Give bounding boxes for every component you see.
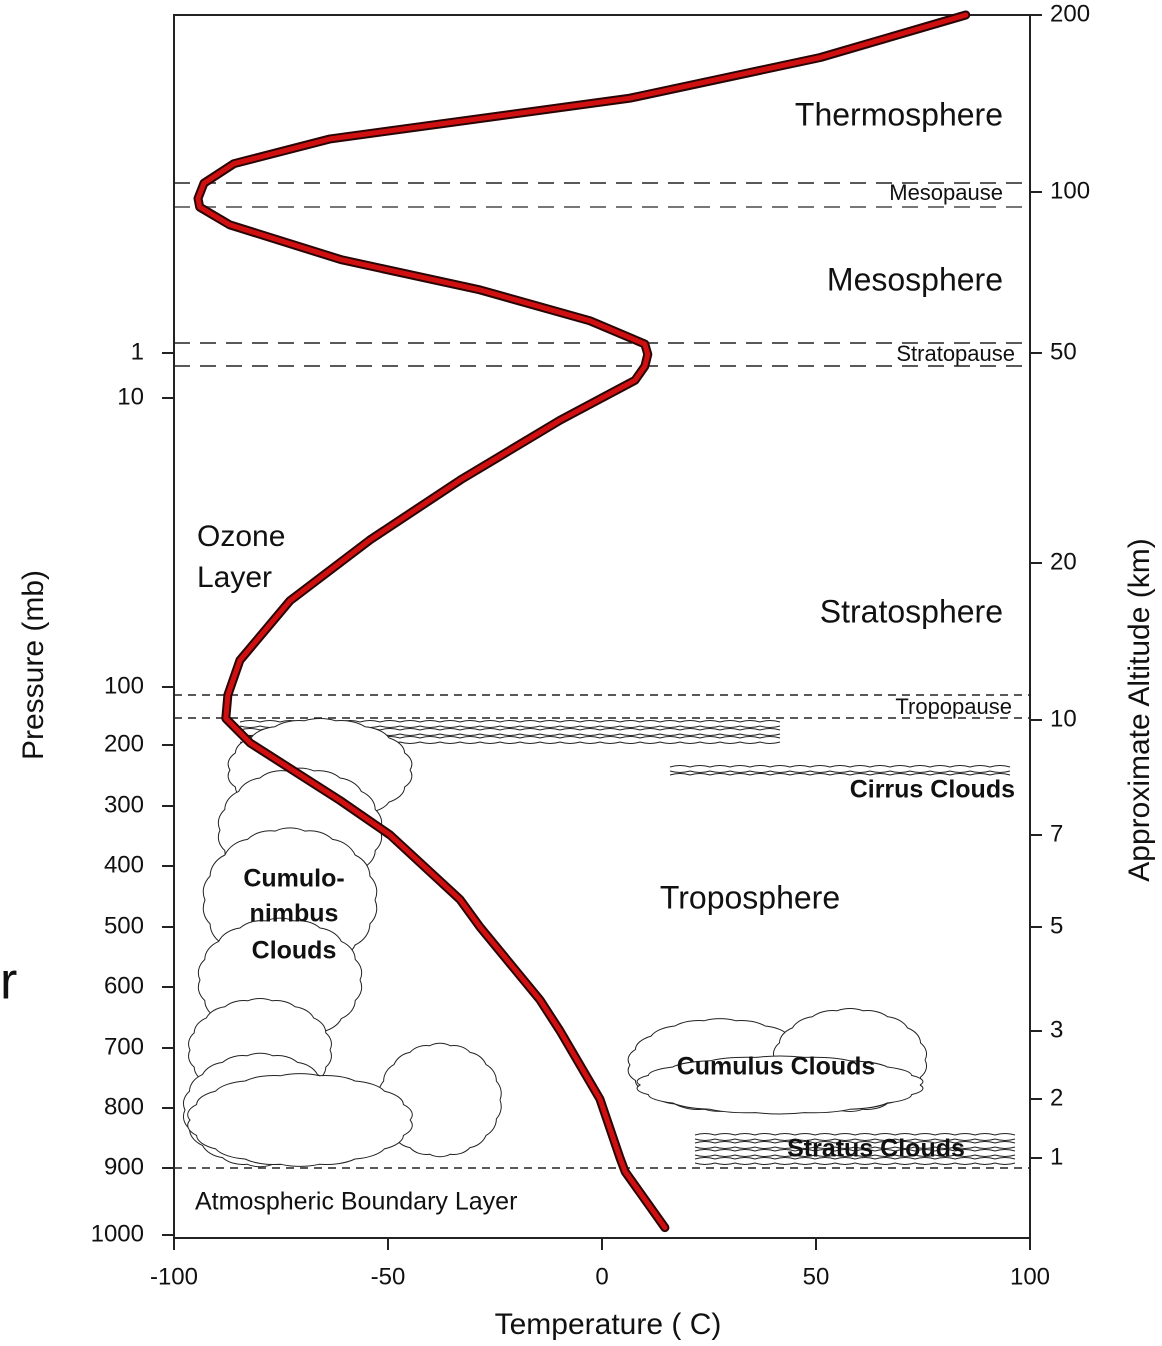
y2-tick-label: 5 — [1050, 912, 1063, 939]
annotation: Clouds — [252, 937, 337, 965]
annotation: Cumulus Clouds — [677, 1053, 876, 1081]
y-tick-label: 700 — [104, 1033, 144, 1060]
y2-tick-label: 1 — [1050, 1143, 1063, 1170]
y-axis-title: Pressure (mb) — [17, 570, 50, 760]
annotation: Troposphere — [660, 879, 840, 915]
annotation: Stratus Clouds — [787, 1135, 965, 1163]
y2-tick-label: 3 — [1050, 1016, 1063, 1043]
annotation: r — [0, 953, 17, 1011]
y2-tick-label: 2 — [1050, 1084, 1063, 1111]
annotation: Atmospheric Boundary Layer — [195, 1188, 517, 1216]
y-tick-label: 1 — [131, 338, 144, 365]
x-tick-label: 50 — [803, 1263, 830, 1290]
x-tick-label: 100 — [1010, 1263, 1050, 1290]
x-tick-label: 0 — [595, 1263, 608, 1290]
x-tick-label: -100 — [150, 1263, 198, 1290]
cirrus-wisp — [670, 771, 1010, 773]
annotation: Tropopause — [895, 694, 1012, 719]
y2-tick-label: 200 — [1050, 0, 1090, 27]
cirrus-wisp — [670, 766, 1010, 768]
annotation: Mesosphere — [827, 261, 1003, 297]
cloud — [188, 1074, 413, 1167]
y2-tick-label: 50 — [1050, 338, 1077, 365]
y-tick-label: 900 — [104, 1153, 144, 1180]
annotation: Cumulo- — [243, 865, 344, 893]
y-tick-label: 300 — [104, 791, 144, 818]
annotation: Stratosphere — [820, 593, 1003, 629]
y2-tick-label: 20 — [1050, 548, 1077, 575]
chart: Temperature ( C) Pressure (mb) Approxima… — [0, 0, 1162, 1346]
y-tick-label: 10 — [117, 383, 144, 410]
y-tick-label: 200 — [104, 730, 144, 757]
annotation: Thermosphere — [795, 96, 1003, 132]
y-tick-label: 800 — [104, 1093, 144, 1120]
y2-tick-label: 100 — [1050, 177, 1090, 204]
y2-tick-label: 7 — [1050, 820, 1063, 847]
annotation: nimbus — [250, 900, 339, 928]
y-tick-label: 1000 — [91, 1220, 144, 1247]
y-tick-label: 100 — [104, 672, 144, 699]
annotation: Mesopause — [889, 180, 1003, 205]
annotation: Stratopause — [896, 341, 1015, 366]
y2-axis-title: Approximate Altitude (km) — [1123, 538, 1156, 881]
cirrus-wisp — [695, 1163, 1015, 1165]
annotation: Layer — [197, 561, 272, 594]
annotation: Cirrus Clouds — [850, 776, 1015, 804]
y-tick-label: 600 — [104, 972, 144, 999]
x-tick-label: -50 — [371, 1263, 406, 1290]
y-tick-label: 400 — [104, 851, 144, 878]
annotation: Ozone — [197, 520, 285, 553]
y-tick-label: 500 — [104, 912, 144, 939]
x-axis-title: Temperature ( C) — [495, 1308, 722, 1341]
y2-tick-label: 10 — [1050, 705, 1077, 732]
